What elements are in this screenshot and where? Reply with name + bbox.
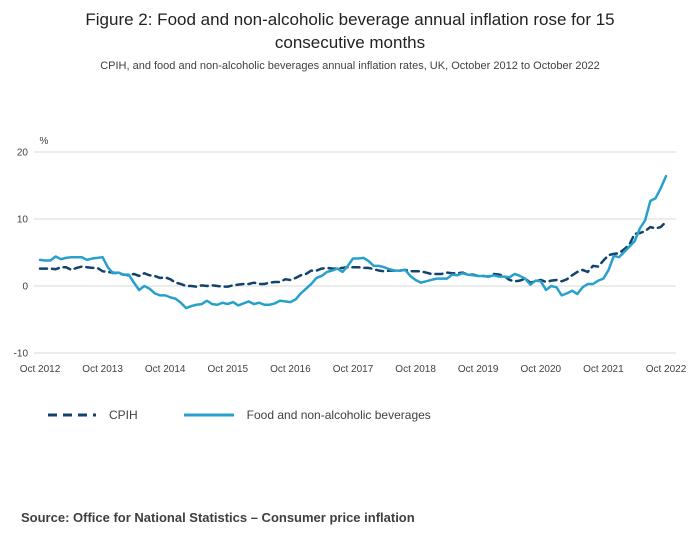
x-tick-label-oct-2019: Oct 2019 — [458, 364, 499, 375]
x-tick-label-oct-2012: Oct 2012 — [20, 364, 61, 375]
legend-label-food: Food and non-alcoholic beverages — [246, 408, 431, 422]
y-tick-label--10: -10 — [14, 349, 29, 360]
x-tick-label-oct-2021: Oct 2021 — [583, 364, 624, 375]
x-tick-label-oct-2013: Oct 2013 — [82, 364, 123, 375]
food-solid-line-swatch — [183, 413, 234, 417]
x-tick-label-oct-2015: Oct 2015 — [208, 364, 249, 375]
y-axis-unit-label: % — [40, 136, 49, 147]
x-tick-label-oct-2014: Oct 2014 — [145, 364, 186, 375]
chart-legend: CPIH Food and non-alcoholic beverages — [48, 408, 431, 422]
y-tick-label-0: 0 — [22, 282, 28, 293]
inflation-line-chart: 20 10 0 -10% Oct 2012 Oct 2013 Oct 2014 Oct 201… — [14, 136, 687, 375]
cpih-dashed-line-swatch — [48, 413, 96, 417]
legend-label-cpih: CPIH — [109, 408, 138, 422]
x-tick-label-oct-2017: Oct 2017 — [333, 364, 374, 375]
legend-item-cpih: CPIH — [48, 408, 138, 422]
y-tick-label-20: 20 — [17, 148, 29, 159]
legend-item-food: Food and non-alcoholic beverages — [183, 408, 431, 422]
cpih-series-line — [38, 220, 668, 288]
food-series-line — [38, 174, 668, 310]
chart-title: Figure 2: Food and non-alcoholic beverag… — [85, 10, 615, 52]
x-tick-label-oct-2016: Oct 2016 — [270, 364, 311, 375]
source-text: Source: Office for National Statistics –… — [21, 510, 415, 525]
x-tick-label-oct-2020: Oct 2020 — [521, 364, 562, 375]
y-tick-label-10: 10 — [17, 215, 29, 226]
x-tick-label-oct-2018: Oct 2018 — [395, 364, 436, 375]
x-tick-label-oct-2022: Oct 2022 — [646, 364, 687, 375]
chart-subtitle: CPIH, and food and non-alcoholic beverag… — [100, 60, 600, 72]
